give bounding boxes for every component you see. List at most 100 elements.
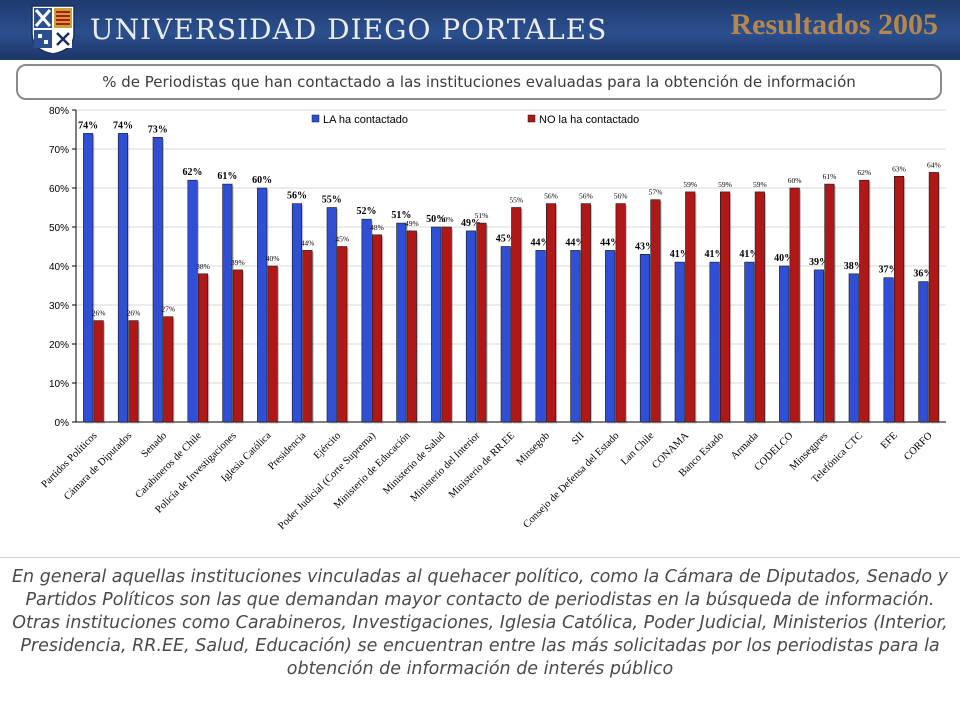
data-label-la: 56% [287, 191, 307, 202]
bar-no [824, 183, 835, 423]
data-label-la: 60% [252, 175, 272, 186]
data-label-la: 61% [217, 171, 237, 182]
data-label-la: 52% [357, 206, 377, 217]
data-label-no: 39% [231, 258, 245, 267]
data-label-la: 41% [670, 249, 690, 260]
bar-la [709, 261, 720, 423]
data-label-no: 62% [857, 168, 871, 177]
x-tick-label: Senado [139, 430, 169, 460]
bar-la [152, 137, 163, 423]
y-tick-label: 80% [49, 106, 69, 117]
data-label-la: 74% [78, 120, 98, 131]
data-label-la: 45% [496, 234, 516, 245]
data-label-la: 73% [148, 124, 168, 135]
data-label-no: 59% [718, 180, 732, 189]
data-label-no: 59% [683, 180, 697, 189]
data-label-no: 55% [509, 196, 523, 205]
bar-no [441, 226, 452, 423]
bar-la [396, 222, 407, 423]
data-label-la: 44% [600, 237, 620, 248]
data-label-no: 56% [544, 192, 558, 201]
data-label-no: 49% [405, 219, 419, 228]
bar-la [570, 250, 581, 423]
y-tick-label: 10% [49, 379, 69, 390]
bar-no [337, 246, 348, 423]
university-crest-icon [31, 5, 75, 55]
bar-la [431, 226, 442, 423]
y-tick-label: 60% [49, 184, 69, 195]
y-tick-label: 70% [49, 145, 69, 156]
bar-la [257, 187, 268, 423]
data-label-la: 43% [635, 241, 655, 252]
data-label-no: 48% [370, 223, 384, 232]
bar-chart: 0%10%20%30%40%50%60%70%80% 74%26%Partido… [40, 106, 946, 532]
data-label-la: 44% [565, 237, 585, 248]
x-tick-label: Ministerio de RR.EE [447, 430, 517, 500]
data-label-no: 56% [579, 192, 593, 201]
data-label-no: 40% [266, 254, 280, 263]
data-label-no: 26% [92, 309, 106, 318]
bar-la [500, 246, 511, 423]
bar-la [326, 207, 337, 423]
data-label-la: 40% [774, 253, 794, 264]
y-tick-label: 30% [49, 301, 69, 312]
results-title: Resultados 2005 [730, 8, 938, 41]
bar-no [406, 230, 417, 423]
y-tick-label: 50% [49, 223, 69, 234]
x-tick-label: Cámara de Diputados [62, 430, 134, 502]
bar-no [859, 179, 870, 423]
legend-swatch [527, 114, 536, 123]
data-label-la: 39% [809, 257, 829, 268]
data-label-la: 41% [705, 249, 725, 260]
bar-no [545, 203, 557, 423]
bar-la [291, 203, 303, 423]
data-label-la: 38% [844, 261, 864, 272]
data-label-la: 55% [322, 195, 342, 206]
x-tick-label: Ministerio de Salud [381, 430, 448, 497]
data-label-no: 45% [335, 235, 349, 244]
legend-label: NO la ha contactado [539, 114, 639, 126]
bar-la [535, 250, 546, 423]
data-label-no: 60% [788, 176, 802, 185]
x-tick-label: EFE [879, 430, 900, 451]
bar-la [222, 183, 233, 423]
data-label-no: 56% [614, 192, 628, 201]
bar-la [117, 133, 128, 423]
x-tick-label: CORFO [902, 430, 935, 463]
bar-no [685, 191, 696, 423]
bar-no [789, 187, 800, 423]
bar-no [476, 222, 487, 423]
data-label-no: 63% [892, 164, 906, 173]
bar-no [128, 320, 139, 423]
divider [0, 557, 960, 558]
x-tick-label: Armada [729, 430, 761, 462]
bar-no [163, 316, 174, 423]
university-name: UNIVERSIDAD DIEGO PORTALES [90, 13, 608, 46]
data-label-la: 41% [739, 249, 759, 260]
y-tick-label: 20% [49, 340, 69, 351]
bar-la [465, 230, 477, 423]
bar-la [883, 277, 894, 423]
data-label-la: 37% [879, 265, 899, 276]
bar-no [650, 199, 661, 423]
data-label-la: 44% [531, 237, 551, 248]
data-label-no: 26% [127, 309, 141, 318]
bar-no [893, 176, 905, 423]
bar-no [511, 207, 522, 423]
bar-la [744, 261, 755, 423]
x-tick-label: Carabineros de Chile [133, 430, 204, 501]
bar-no [267, 265, 278, 423]
bar-no [719, 191, 731, 423]
data-label-la: 74% [113, 120, 133, 131]
x-tick-label: Ejército [312, 430, 343, 461]
data-label-no: 59% [753, 180, 767, 189]
y-tick-label: 0% [55, 418, 70, 429]
data-label-no: 57% [649, 188, 663, 197]
data-label-no: 50% [440, 215, 454, 224]
legend-label: LA ha contactado [323, 114, 408, 126]
header-bar: UNIVERSIDAD DIEGO PORTALES Resultados 20… [0, 0, 960, 60]
bar-la [361, 218, 372, 423]
x-tick-label: SII [570, 430, 587, 447]
bar-la [918, 281, 929, 423]
bar-no [232, 269, 243, 423]
